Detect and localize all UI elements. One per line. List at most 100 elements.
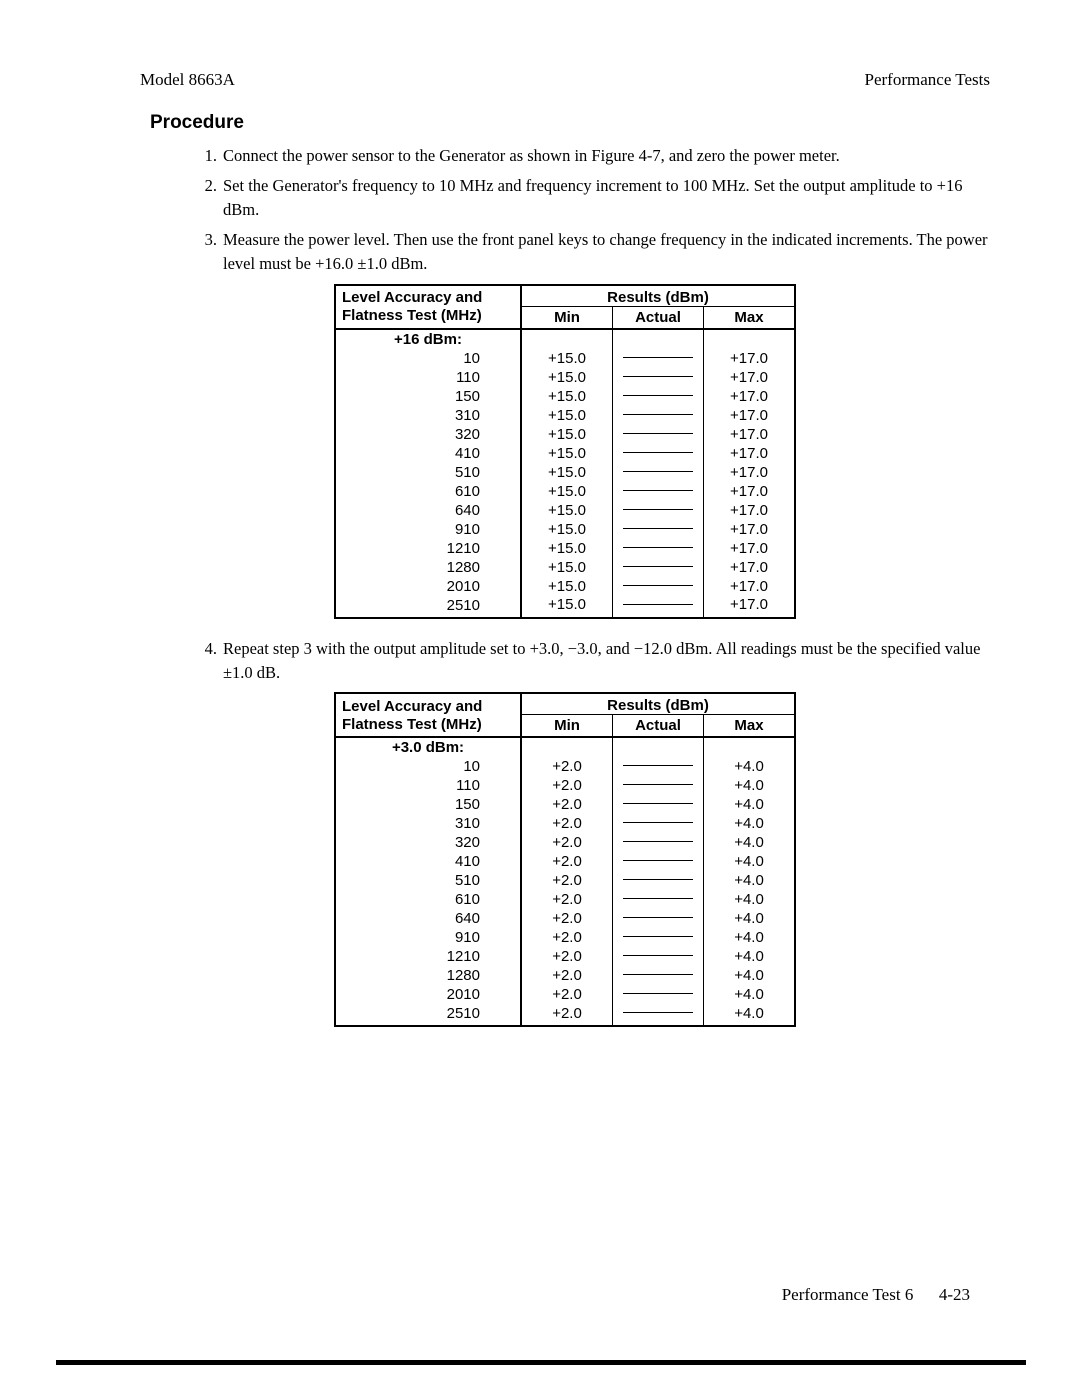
table-row: 110+2.0 +4.0: [335, 776, 795, 795]
cell-freq: 10: [335, 349, 521, 368]
header-right: Performance Tests: [865, 70, 990, 90]
cell-min: +15.0: [521, 463, 613, 482]
blank-fill-line: [623, 395, 693, 396]
cell-actual: [613, 577, 704, 596]
step-number: 2.: [195, 174, 217, 222]
step-number: 4.: [195, 637, 217, 685]
cell-freq: 150: [335, 795, 521, 814]
cell-max: +17.0: [704, 501, 796, 520]
cell-freq: 310: [335, 406, 521, 425]
step-4: 4. Repeat step 3 with the output amplitu…: [195, 637, 990, 685]
blank-fill-line: [623, 1012, 693, 1013]
table-row: 310+15.0+17.0: [335, 406, 795, 425]
table-row: 2510+2.0+4.0: [335, 1004, 795, 1026]
cell-actual: [613, 349, 704, 368]
cell-actual: [613, 368, 704, 387]
cell-max: +4.0: [704, 776, 796, 795]
table-row: +16 dBm:: [335, 329, 795, 349]
step-2: 2. Set the Generator's frequency to 10 M…: [195, 174, 990, 222]
cell-max: +17.0: [704, 463, 796, 482]
cell-min: +15.0: [521, 425, 613, 444]
cell-max: +17.0: [704, 539, 796, 558]
cell-max: [704, 737, 796, 757]
cell-freq: 1210: [335, 947, 521, 966]
blank-fill-line: [623, 509, 693, 510]
cell-min: +15.0: [521, 349, 613, 368]
cell-actual: [613, 1004, 704, 1026]
table-row: 640+15.0+17.0: [335, 501, 795, 520]
cell-freq: 310: [335, 814, 521, 833]
table-row: 10+2.0+4.0: [335, 757, 795, 776]
blank-fill-line: [623, 841, 693, 842]
table-row: 2010+2.0+4.0: [335, 985, 795, 1004]
blank-fill-line: [623, 784, 693, 785]
cell-min: +2.0: [521, 985, 613, 1004]
cell-min: +2.0: [521, 1004, 613, 1026]
cell-actual: [613, 501, 704, 520]
results-table-3dbm: Level Accuracy and Results (dBm) Flatnes…: [334, 692, 796, 1027]
blank-fill-line: [623, 566, 693, 567]
cell-max: +4.0: [704, 1004, 796, 1026]
table-row: 2010+15.0+17.0: [335, 577, 795, 596]
cell-actual: [613, 757, 704, 776]
cell-max: +4.0: [704, 966, 796, 985]
blank-fill-line: [623, 452, 693, 453]
cell-max: +17.0: [704, 596, 796, 618]
cell-max: +17.0: [704, 482, 796, 501]
cell-min: +2.0: [521, 928, 613, 947]
cell-actual: [613, 985, 704, 1004]
table-row: 910+2.0+4.0: [335, 928, 795, 947]
cell-freq: 1280: [335, 558, 521, 577]
cell-min: +15.0: [521, 501, 613, 520]
table-row: 1280+2.0+4.0: [335, 966, 795, 985]
cell-actual: [613, 329, 704, 349]
blank-fill-line: [623, 471, 693, 472]
blank-fill-line: [623, 357, 693, 358]
cell-max: +17.0: [704, 406, 796, 425]
cell-freq: 110: [335, 776, 521, 795]
table-row: 1210+15.0+17.0: [335, 539, 795, 558]
blank-fill-line: [623, 879, 693, 880]
cell-min: +15.0: [521, 482, 613, 501]
cell-freq: 510: [335, 463, 521, 482]
cell-actual: [613, 444, 704, 463]
table-row: 410+2.0+4.0: [335, 852, 795, 871]
cell-actual: [613, 833, 704, 852]
cell-freq: 320: [335, 425, 521, 444]
cell-actual: [613, 425, 704, 444]
cell-actual: [613, 596, 704, 618]
cell-max: +4.0: [704, 909, 796, 928]
cell-actual: [613, 795, 704, 814]
cell-min: +15.0: [521, 539, 613, 558]
cell-actual: [613, 852, 704, 871]
model-label: Model 8663A: [140, 70, 235, 90]
cell-freq: 610: [335, 890, 521, 909]
dbm-label: +16 dBm:: [335, 329, 521, 349]
cell-min: +15.0: [521, 520, 613, 539]
table-row: 110+15.0+17.0: [335, 368, 795, 387]
cell-freq: 910: [335, 520, 521, 539]
cell-actual: [613, 890, 704, 909]
table-row: 510+15.0 +17.0: [335, 463, 795, 482]
blank-fill-line: [623, 528, 693, 529]
col-header-min: Min: [521, 306, 613, 329]
cell-max: +4.0: [704, 814, 796, 833]
cell-min: +2.0: [521, 776, 613, 795]
cell-min: +2.0: [521, 947, 613, 966]
blank-fill-line: [623, 974, 693, 975]
cell-min: +15.0: [521, 577, 613, 596]
cell-min: +15.0: [521, 444, 613, 463]
cell-freq: 510: [335, 871, 521, 890]
cell-min: +2.0: [521, 852, 613, 871]
blank-fill-line: [623, 604, 693, 605]
table-header-row-1: Level Accuracy and Results (dBm): [335, 693, 795, 715]
blank-fill-line: [623, 490, 693, 491]
dbm-label: +3.0 dBm:: [335, 737, 521, 757]
cell-actual: [613, 406, 704, 425]
blank-fill-line: [623, 585, 693, 586]
cell-max: +17.0: [704, 444, 796, 463]
table-row: 610+15.0+17.0: [335, 482, 795, 501]
cell-max: +4.0: [704, 757, 796, 776]
cell-actual: [613, 387, 704, 406]
table-row: 1280+15.0+17.0: [335, 558, 795, 577]
